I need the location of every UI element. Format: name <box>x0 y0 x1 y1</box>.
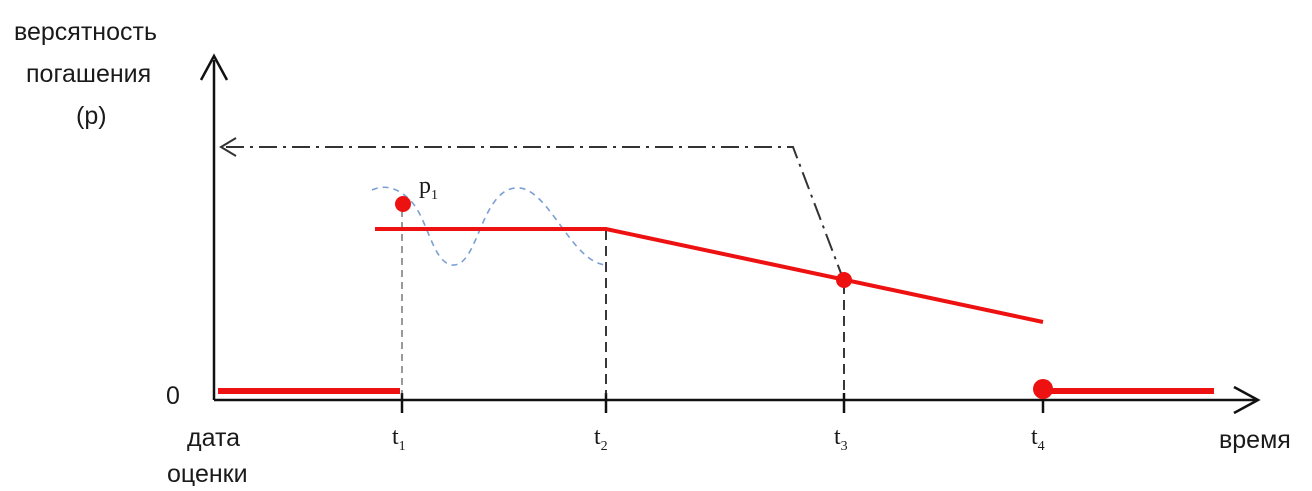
y-axis-arrow <box>199 53 229 81</box>
fluctuation-wave <box>371 186 607 266</box>
y-axis-label-line-3: (р) <box>76 102 107 130</box>
tick-label-t1: t1 <box>392 424 406 454</box>
y-axis-label-line-1: версятность <box>14 18 157 46</box>
x-axis-label: время <box>1219 426 1291 454</box>
origin-label-line-1: дата <box>187 424 240 452</box>
probability-line <box>375 227 1044 324</box>
point-p1 <box>395 196 411 212</box>
tick-label-t2: t2 <box>594 424 608 454</box>
y-axis-label-line-2: погашения <box>26 60 151 88</box>
point-t4 <box>1033 379 1053 399</box>
zero-label: 0 <box>166 382 180 410</box>
origin-label-line-2: оценки <box>167 460 248 486</box>
tick-label-t3: t3 <box>834 424 848 454</box>
tick-label-t4: t4 <box>1031 424 1045 454</box>
dash-dot-line <box>226 146 843 277</box>
dash-dot-arrow <box>219 137 237 157</box>
point-t3 <box>836 272 852 288</box>
x-axis-arrow <box>1233 385 1261 415</box>
point-label-p1: p1 <box>419 173 438 203</box>
